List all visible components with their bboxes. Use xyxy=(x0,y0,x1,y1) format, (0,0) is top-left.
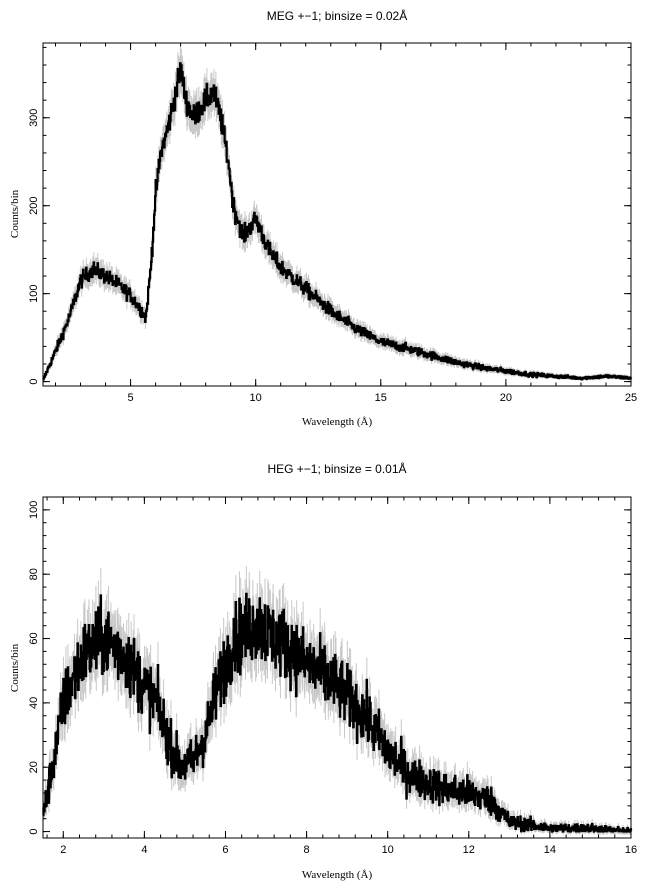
heg-x-tick-label: 4 xyxy=(141,844,147,856)
heg-y-axis-label: Counts/bin xyxy=(9,643,21,692)
heg-x-axis-label: Wavelength (Å) xyxy=(302,869,373,881)
meg-plot-frame xyxy=(42,42,632,387)
heg-y-tick-label: 80 xyxy=(28,568,40,580)
meg-error-bar-path xyxy=(42,46,632,381)
meg-y-tick-label: 0 xyxy=(28,379,40,385)
meg-y-axis-label: Counts/bin xyxy=(9,189,21,238)
heg-plot-frame xyxy=(42,496,632,839)
meg-error-bars xyxy=(42,46,632,381)
meg-y-tick-label: 200 xyxy=(28,197,40,215)
meg-axis-ticks: 5 10 15 20 25 0 100 200 300 xyxy=(28,43,637,404)
meg-y-tick-label: 300 xyxy=(28,109,40,127)
heg-chart-title: HEG +−1; binsize = 0.01Å xyxy=(267,461,406,476)
heg-x-tick-label: 12 xyxy=(463,844,475,856)
meg-x-tick-label: 15 xyxy=(375,392,387,404)
meg-panel: MEG +−1; binsize = 0.02Å 5 10 15 20 25 0 100 20… xyxy=(9,8,637,428)
heg-x-tick-label: 16 xyxy=(625,844,637,856)
meg-x-tick-label: 5 xyxy=(128,392,134,404)
meg-chart-title: MEG +−1; binsize = 0.02Å xyxy=(267,8,407,23)
heg-axis-ticks: 2 4 6 8 10 12 14 16 0 20 40 60 80 100 xyxy=(28,496,637,856)
heg-y-tick-label: 40 xyxy=(28,697,40,709)
meg-x-tick-label: 20 xyxy=(500,392,512,404)
meg-spectrum-line xyxy=(42,62,633,381)
heg-error-bars xyxy=(42,566,632,835)
heg-x-tick-label: 6 xyxy=(222,844,228,856)
heg-x-tick-label: 10 xyxy=(382,844,394,856)
heg-y-tick-label: 60 xyxy=(28,632,40,644)
meg-x-tick-label: 10 xyxy=(250,392,262,404)
meg-x-axis-label: Wavelength (Å) xyxy=(302,416,373,428)
heg-x-tick-label: 14 xyxy=(544,844,556,856)
heg-y-tick-label: 100 xyxy=(28,501,40,519)
heg-y-tick-label: 0 xyxy=(28,829,40,835)
meg-y-tick-label: 100 xyxy=(28,284,40,302)
heg-x-tick-label: 2 xyxy=(60,844,66,856)
heg-panel: HEG +−1; binsize = 0.01Å 2 4 6 8 10 12 14 16 0 20… xyxy=(9,461,637,881)
heg-spectrum-line xyxy=(42,592,633,833)
heg-error-bar-path xyxy=(42,566,632,835)
heg-x-tick-label: 8 xyxy=(304,844,310,856)
meg-x-tick-label: 25 xyxy=(625,392,637,404)
heg-y-tick-label: 20 xyxy=(28,761,40,773)
